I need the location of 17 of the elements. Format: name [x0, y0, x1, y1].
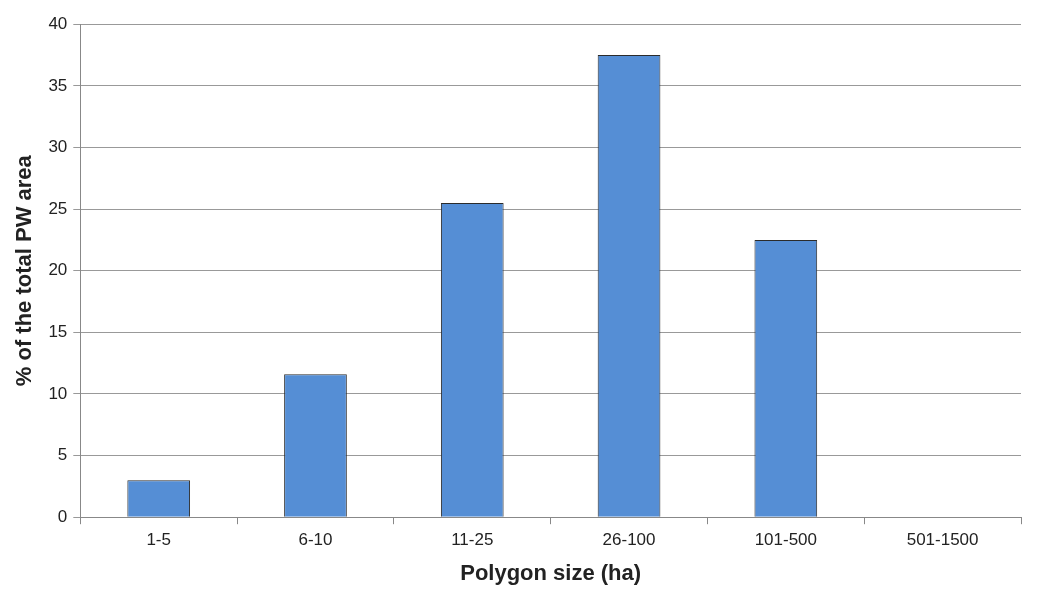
y-tick-label: 20: [48, 260, 68, 280]
y-tick-label: 30: [48, 137, 68, 157]
x-axis-title: Polygon size (ha): [460, 559, 642, 585]
y-tick-label: 5: [57, 445, 68, 465]
y-tick-label: 10: [48, 383, 68, 403]
y-axis-title: % of the total PW area: [11, 154, 37, 387]
y-tick-label: 0: [57, 506, 68, 526]
x-tick-label: 6-10: [298, 530, 333, 550]
x-tick-label: 1-5: [146, 530, 171, 550]
y-tick-label: 25: [48, 198, 68, 218]
x-tick-label: 101-500: [754, 530, 818, 550]
x-tick-label: 26-100: [602, 530, 656, 550]
x-tick-label: 501-1500: [906, 530, 979, 550]
y-tick-label: 35: [48, 75, 68, 95]
y-tick-label: 40: [48, 13, 68, 33]
y-tick-label: 15: [48, 322, 68, 342]
x-tick-label: 11-25: [451, 530, 494, 550]
